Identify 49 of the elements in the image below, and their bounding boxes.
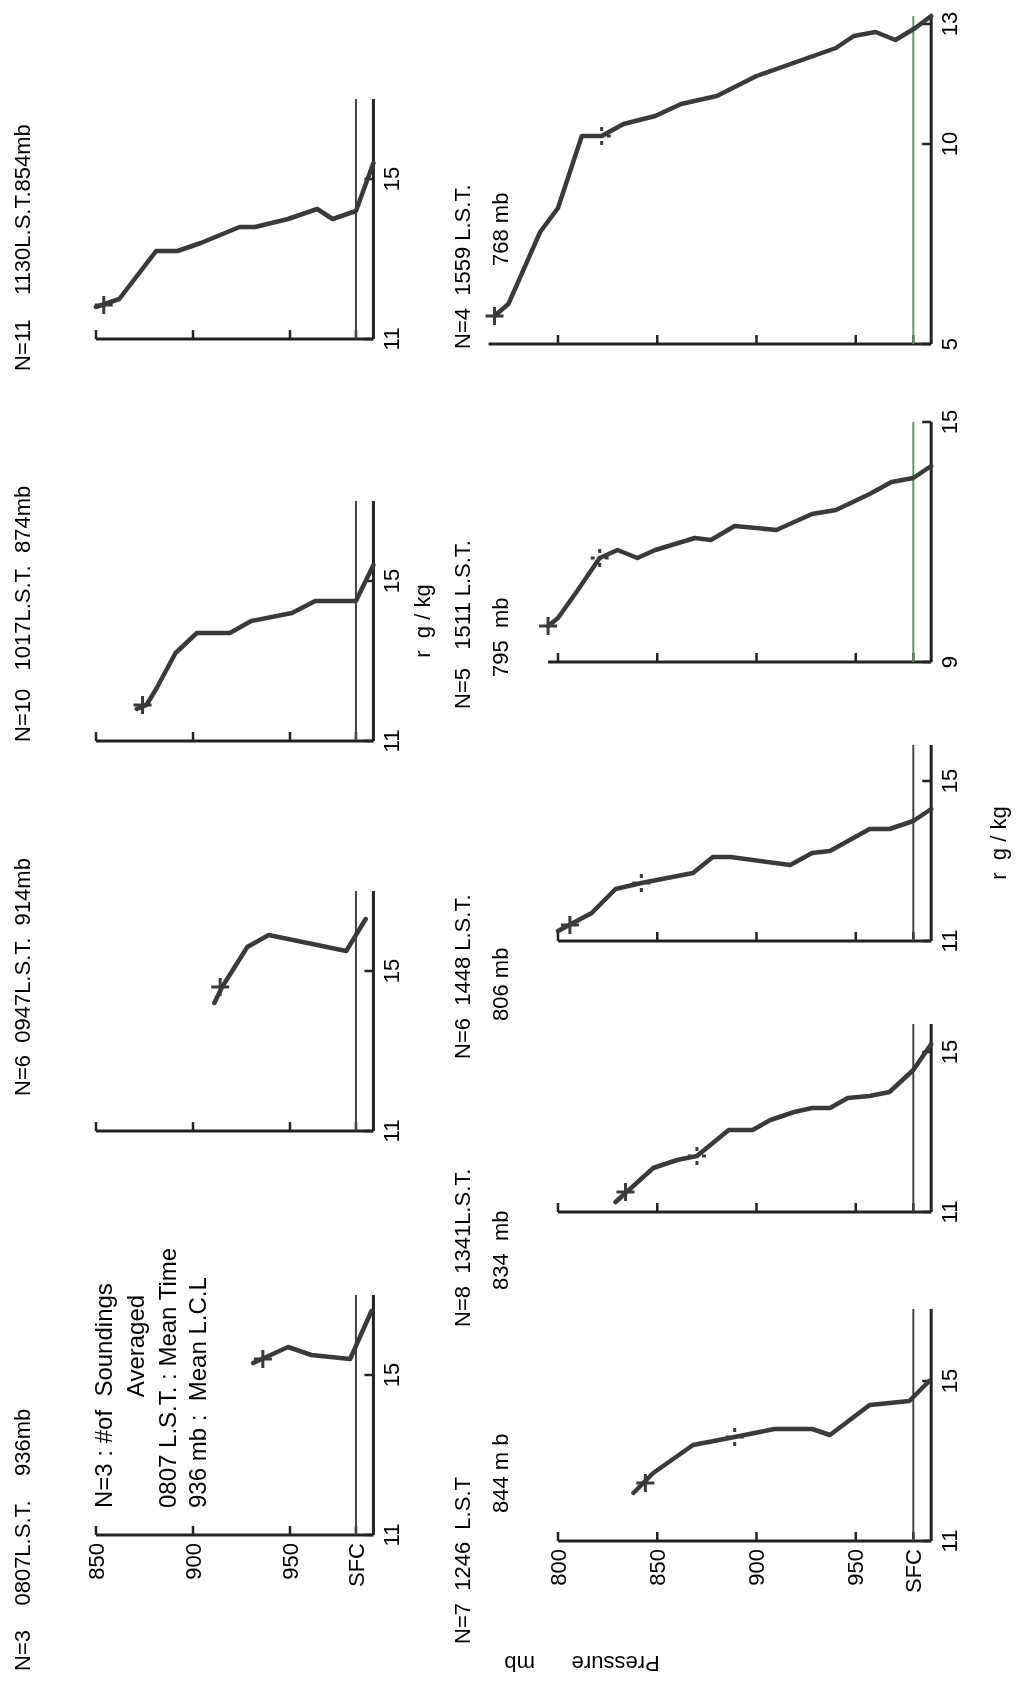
y-tick-label: 9 [937,655,963,669]
y-tick-label: 11 [379,729,405,753]
text: 806 mb [488,947,513,1021]
y-tick-label: 11 [379,327,405,351]
text: N=10 1017L.S.T. 874mb [10,485,35,742]
y-tick-label: 11 [379,1119,405,1143]
y-tick-label: 15 [937,1368,963,1394]
y-tick-label: 10 [937,131,963,157]
x-tick-label: SFC [901,1548,927,1593]
y-axis-title: r g / kg [410,584,435,658]
x-axis-title: Pressure mb [504,1651,660,1677]
annotation: Averaged [122,1294,149,1398]
text: 834 mb [488,1210,513,1290]
y-tick-label: 15 [937,768,963,794]
text: 795 mb [488,597,513,677]
x-tick-label: 900 [744,1549,770,1586]
annotation: 0807 L.S.T. : Mean Time [154,1247,181,1508]
x-tick-label: SFC [343,1542,369,1587]
text: N=6 1448 L.S.T. [450,894,475,1059]
x-tick-label: 950 [843,1549,869,1586]
y-tick-label: 11 [937,1200,963,1224]
text: N=11 1130L.S.T.854mb [10,124,35,371]
y-tick-label: 15 [937,409,963,435]
text: 768 mb [488,192,513,266]
x-tick-label: 800 [545,1549,571,1586]
y-tick-label: 15 [379,1362,405,1388]
y-tick-label: 15 [937,1039,963,1065]
annotation: 936 mb : Mean L.C.L [184,1277,211,1508]
text: N=6 0947L.S.T. 914mb [10,858,35,1096]
y-tick-label: 15 [379,958,405,984]
text: N=5 1511 L.S.T. [450,540,475,709]
x-tick-label: 850 [83,1543,109,1580]
x-tick-label: 900 [180,1543,206,1580]
y-tick-label: 5 [937,337,963,351]
x-tick-label: 850 [644,1549,670,1586]
y-tick-label: 15 [379,568,405,594]
y-tick-label: 11 [937,1529,963,1553]
text: N=3 0807L.S.T. 936mb [10,1408,35,1671]
text: N=7 1246 L.S.T [450,1477,475,1644]
text: 844 m b [488,1433,513,1513]
y-tick-label: 11 [937,929,963,953]
y-tick-label: 15 [379,166,405,192]
text: N=8 1341L.S.T. [450,1168,475,1327]
y-tick-label: 11 [379,1523,405,1547]
annotation: N=3 : #of Soundings [90,1283,117,1508]
x-tick-label: 950 [277,1543,303,1580]
y-axis-title: r g / kg [986,806,1011,880]
y-tick-label: 13 [937,11,963,37]
text: N=4 1559 L.S.T. [450,184,475,349]
